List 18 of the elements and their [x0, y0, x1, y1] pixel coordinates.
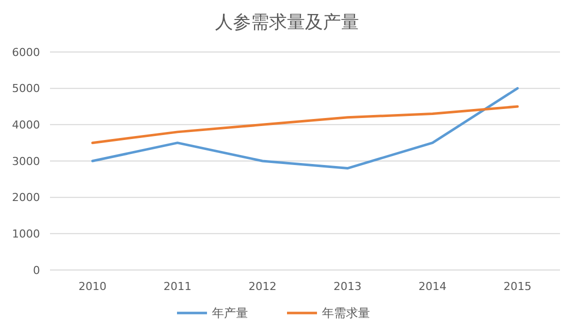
x-tick-label: 2014	[418, 280, 446, 293]
y-tick-label: 2000	[12, 191, 40, 204]
x-tick-label: 2012	[248, 280, 276, 293]
y-tick-label: 4000	[12, 118, 40, 132]
y-tick-label: 6000	[12, 46, 40, 59]
y-tick-label: 0	[33, 264, 40, 277]
chart-title: 人参需求量及产量	[215, 12, 359, 33]
y-tick-label: 1000	[12, 228, 40, 241]
y-tick-label: 3000	[12, 154, 40, 168]
y-tick-label: 5000	[12, 82, 40, 96]
line-series	[91, 87, 519, 170]
legend-label: 年产量	[212, 306, 248, 320]
x-tick-label: 2013	[334, 280, 362, 293]
line-series	[91, 105, 519, 144]
legend-label: 年需求量	[322, 306, 370, 320]
x-tick-label: 2010	[78, 280, 106, 293]
x-tick-label: 2015	[504, 280, 532, 293]
x-tick-label: 2011	[164, 280, 192, 293]
